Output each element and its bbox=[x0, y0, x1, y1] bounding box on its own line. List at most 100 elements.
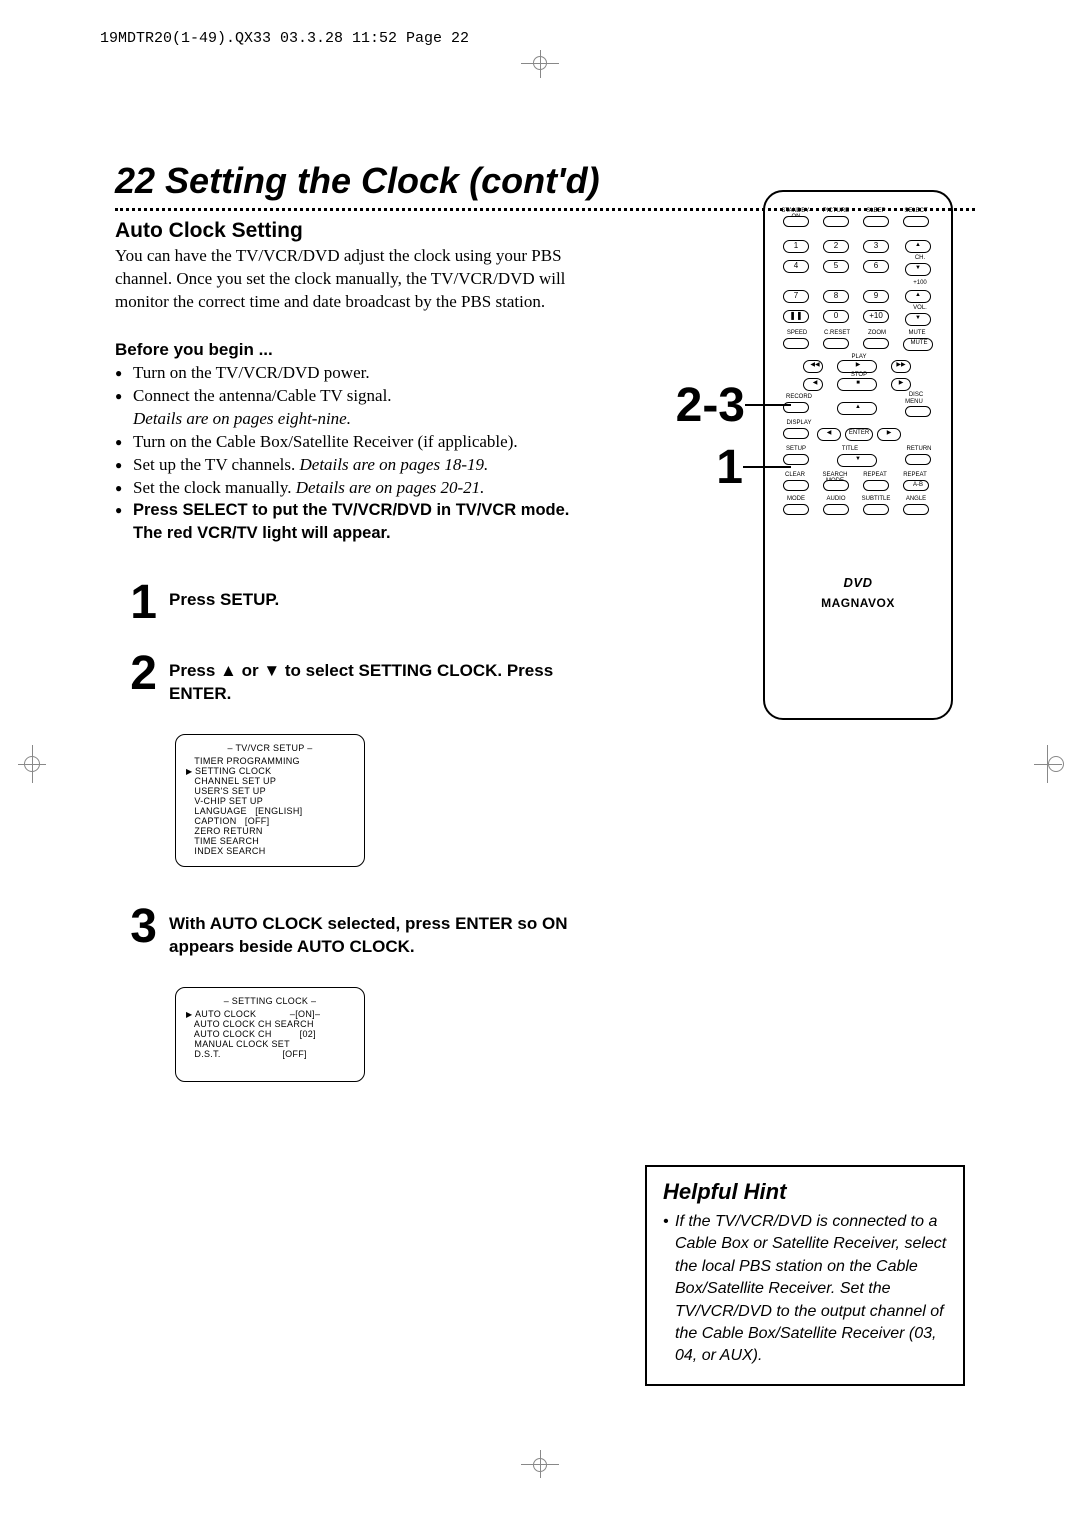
remote-button bbox=[823, 480, 849, 491]
remote-label: ▲ bbox=[910, 242, 926, 248]
remote-num: 6 bbox=[863, 261, 889, 270]
remote-label: ▲ bbox=[910, 292, 926, 298]
page-content: 22 Setting the Clock (cont'd) Auto Clock… bbox=[115, 160, 965, 1082]
osd-row: AUTO CLOCK CH SEARCH bbox=[186, 1019, 354, 1029]
osd-row: AUTO CLOCK –[ON]– bbox=[186, 1009, 354, 1019]
remote-button bbox=[823, 216, 849, 227]
remote-button bbox=[783, 216, 809, 227]
remote-button bbox=[863, 338, 889, 349]
remote-num: 7 bbox=[783, 291, 809, 300]
brand-label: MAGNAVOX bbox=[765, 596, 951, 610]
remote-label: STOP bbox=[849, 372, 869, 378]
remote-button bbox=[823, 338, 849, 349]
remote-label: ZOOM bbox=[861, 330, 893, 336]
remote-label: TITLE bbox=[835, 446, 865, 452]
remote-button bbox=[863, 216, 889, 227]
remote-label: SPEED bbox=[781, 330, 813, 336]
remote-label: ◀◀ bbox=[808, 362, 822, 368]
remote-label: ■ bbox=[853, 380, 863, 386]
step-body: Press SETUP. bbox=[169, 583, 569, 624]
remote-label: ▼ bbox=[910, 315, 926, 321]
osd-row: MANUAL CLOCK SET bbox=[186, 1039, 354, 1049]
osd-row: D.S.T. [OFF] bbox=[186, 1049, 354, 1059]
remote-num: 3 bbox=[863, 241, 889, 250]
remote-num: 5 bbox=[823, 261, 849, 270]
remote-label: ▶ bbox=[853, 362, 863, 368]
osd-screen-setting-clock: – SETTING CLOCK – AUTO CLOCK –[ON]–AUTO … bbox=[175, 987, 365, 1082]
callout-line bbox=[743, 466, 791, 468]
remote-num: +10 bbox=[863, 311, 889, 320]
step-body: With AUTO CLOCK selected, press ENTER so… bbox=[169, 907, 569, 959]
remote-label: A-B bbox=[908, 482, 928, 488]
callout-1: 1 bbox=[716, 440, 743, 495]
remote-num: 4 bbox=[783, 261, 809, 270]
remote-label: VOL. bbox=[908, 305, 932, 311]
remote-button bbox=[783, 454, 809, 465]
remote-label: ▼ bbox=[853, 456, 863, 462]
remote-button bbox=[863, 480, 889, 491]
remote-label: DISC bbox=[901, 392, 931, 398]
remote-button bbox=[905, 454, 931, 465]
helpful-hint-body: If the TV/VCR/DVD is connected to a Cabl… bbox=[663, 1211, 947, 1368]
remote-button bbox=[783, 504, 809, 515]
step-number: 3 bbox=[115, 907, 157, 959]
step-3: 3 With AUTO CLOCK selected, press ENTER … bbox=[115, 907, 965, 959]
remote-label: ◀ bbox=[808, 380, 822, 386]
prerequisite-list: Turn on the TV/VCR/DVD power.Connect the… bbox=[115, 362, 575, 546]
remote-num: 2 bbox=[823, 241, 849, 250]
remote-label: ▶ bbox=[883, 430, 895, 436]
remote-label: ANGLE bbox=[899, 496, 933, 502]
remote-label: MENU bbox=[899, 399, 929, 405]
remote-button bbox=[905, 406, 931, 417]
osd-row: INDEX SEARCH bbox=[186, 846, 354, 856]
remote-button bbox=[783, 428, 809, 439]
osd-screen-tvvcr-setup: – TV/VCR SETUP – TIMER PROGRAMMINGSETTIN… bbox=[175, 734, 365, 867]
step-number: 1 bbox=[115, 583, 157, 624]
remote-label: ▶ bbox=[894, 380, 908, 386]
osd-title: – SETTING CLOCK – bbox=[186, 996, 354, 1006]
remote-label: DISPLAY bbox=[779, 420, 819, 426]
remote-label: MUTE bbox=[907, 340, 931, 346]
remote-num: 9 bbox=[863, 291, 889, 300]
remote-button bbox=[823, 504, 849, 515]
remote-label: ▲ bbox=[853, 404, 863, 410]
osd-row: V-CHIP SET UP bbox=[186, 796, 354, 806]
prerequisite-item: Turn on the TV/VCR/DVD power. bbox=[115, 362, 575, 385]
remote-num: ❚❚ bbox=[783, 311, 809, 320]
intro-paragraph: You can have the TV/VCR/DVD adjust the c… bbox=[115, 245, 575, 314]
osd-row: TIME SEARCH bbox=[186, 836, 354, 846]
remote-button bbox=[863, 504, 889, 515]
helpful-hint-title: Helpful Hint bbox=[663, 1179, 947, 1205]
osd-title: – TV/VCR SETUP – bbox=[186, 743, 354, 753]
step-number: 2 bbox=[115, 654, 157, 706]
remote-diagram: STANDBY-ONPICTURESLEEPSELECT123456789❚❚0… bbox=[763, 190, 953, 720]
osd-row: CAPTION [OFF] bbox=[186, 816, 354, 826]
remote-label: ENTER bbox=[847, 430, 871, 436]
remote-button bbox=[903, 216, 929, 227]
remote-label: REPEAT bbox=[857, 472, 893, 478]
remote-button bbox=[783, 480, 809, 491]
remote-label: C.RESET bbox=[821, 330, 853, 336]
remote-label: SELECT bbox=[899, 208, 933, 214]
osd-row: USER'S SET UP bbox=[186, 786, 354, 796]
remote-label: PLAY bbox=[849, 354, 869, 360]
remote-label: RECORD bbox=[779, 394, 819, 400]
remote-num: 0 bbox=[823, 311, 849, 320]
remote-label: ◀ bbox=[823, 430, 835, 436]
remote-label: SLEEP bbox=[859, 208, 893, 214]
remote-button bbox=[903, 504, 929, 515]
page-header-slug: 19MDTR20(1-49).QX33 03.3.28 11:52 Page 2… bbox=[100, 30, 469, 47]
prerequisite-item: Set up the TV channels. Details are on p… bbox=[115, 454, 575, 477]
remote-label: REPEAT bbox=[897, 472, 933, 478]
osd-row: AUTO CLOCK CH [02] bbox=[186, 1029, 354, 1039]
osd-row: LANGUAGE [ENGLISH] bbox=[186, 806, 354, 816]
remote-label: ▼ bbox=[910, 265, 926, 271]
prerequisite-item: Turn on the Cable Box/Satellite Receiver… bbox=[115, 431, 575, 454]
remote-label: MODE bbox=[779, 496, 813, 502]
step-body: Press ▲ or ▼ to select SETTING CLOCK. Pr… bbox=[169, 654, 569, 706]
remote-button bbox=[783, 338, 809, 349]
remote-label: RETURN bbox=[901, 446, 937, 452]
remote-num: 1 bbox=[783, 241, 809, 250]
osd-row: ZERO RETURN bbox=[186, 826, 354, 836]
callout-2-3: 2-3 bbox=[676, 378, 745, 433]
